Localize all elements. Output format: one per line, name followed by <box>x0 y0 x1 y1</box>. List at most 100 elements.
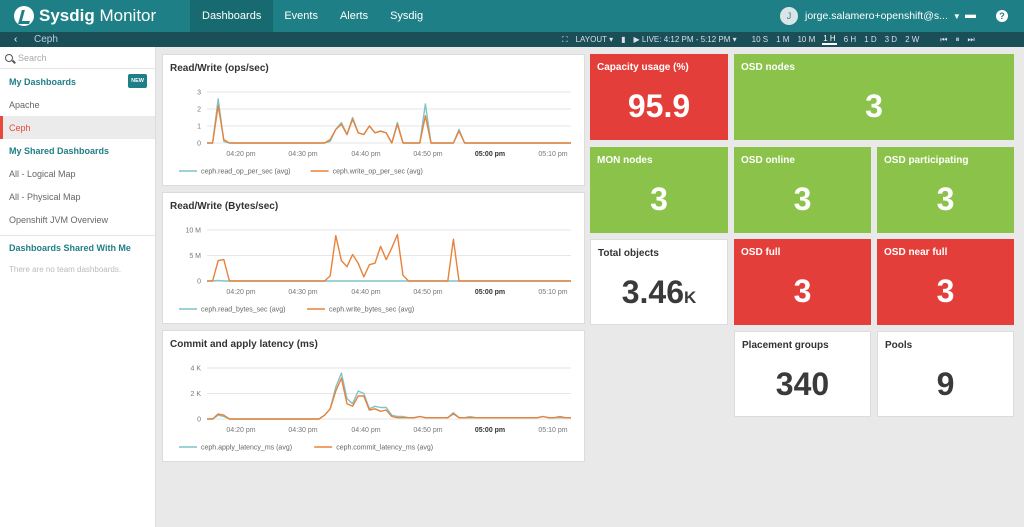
tile-title: OSD nodes <box>741 62 795 73</box>
y-tick-label: 4 K <box>190 366 201 373</box>
sidebar-item-apache[interactable]: Apache <box>9 99 40 110</box>
main-nav: Dashboards Events Alerts Sysdig <box>190 0 434 32</box>
tile-osd-full[interactable]: OSD full 3 <box>734 239 871 325</box>
sidebar-item-ceph[interactable]: Ceph <box>0 116 155 139</box>
chart-title: Commit and apply latency (ms) <box>170 339 318 350</box>
tile-value: 3 <box>793 181 812 217</box>
nav-events[interactable]: Events <box>284 10 318 22</box>
legend-entry: ceph.read_op_per_sec (avg) <box>201 169 291 176</box>
tile-value: 3 <box>650 181 668 217</box>
avatar: J <box>780 7 798 25</box>
nav-sysdig[interactable]: Sysdig <box>390 10 424 22</box>
tile-title: OSD near full <box>884 247 948 258</box>
y-tick-label: 3 <box>197 90 201 97</box>
chart-panel-ops[interactable]: Read/Write (ops/sec) 0 1 2 3 04:20 pm 04:30 p… <box>162 54 585 186</box>
search-icon <box>5 53 13 62</box>
range-1h[interactable]: 1 H <box>822 34 837 45</box>
x-tick-label: 04:20 pm <box>226 289 255 296</box>
tile-placement-groups[interactable]: Placement groups 340 <box>734 331 871 417</box>
skip-back-icon[interactable]: ⏮ <box>940 34 948 44</box>
team-dashboards-empty: There are no team dashboards. <box>9 264 122 274</box>
ops-chart: 0 1 2 3 04:20 pm 04:30 pm 04:40 pm 04:50 pm 05:0… <box>179 90 571 176</box>
x-tick-label: 04:50 pm <box>413 289 442 296</box>
tile-value: 3.46K <box>591 274 727 311</box>
tile-osd-participating[interactable]: OSD participating 3 <box>877 147 1014 233</box>
user-menu[interactable]: J jorge.salamero+openshift@s... ▼ <box>780 0 961 32</box>
series-line-1 <box>207 233 571 282</box>
skip-forward-icon[interactable]: ⏭ <box>967 34 975 44</box>
x-tick-label: 05:00 pm <box>475 151 505 158</box>
chart-panel-latency[interactable]: Commit and apply latency (ms) 0 2 K 4 K 04:… <box>162 330 585 462</box>
search-input[interactable]: Search <box>0 47 155 69</box>
legend-entry: ceph.apply_latency_ms (avg) <box>201 445 292 452</box>
tile-value-number: 3.46 <box>621 274 684 310</box>
tile-total-objects[interactable]: Total objects 3.46K <box>590 239 728 325</box>
notifications-icon[interactable]: ▬ <box>965 9 976 21</box>
x-tick-label: 05:10 pm <box>538 289 567 296</box>
x-tick-label: 04:50 pm <box>413 427 442 434</box>
brand-subname: Monitor <box>94 6 157 25</box>
tile-title: Pools <box>885 340 913 351</box>
y-tick-label: 0 <box>197 141 201 148</box>
tile-title: OSD online <box>741 155 795 166</box>
chart-title: Read/Write (ops/sec) <box>170 63 269 74</box>
search-placeholder: Search <box>18 52 47 63</box>
my-dashboards-label: My Dashboards <box>9 76 77 87</box>
tile-title: OSD participating <box>884 155 969 166</box>
tile-value: 340 <box>775 366 830 402</box>
tile-osd-near-full[interactable]: OSD near full 3 <box>877 239 1014 325</box>
tile-osd-nodes[interactable]: OSD nodes 3 <box>734 54 1014 140</box>
nav-alerts[interactable]: Alerts <box>339 10 369 22</box>
help-icon[interactable]: ? <box>996 10 1008 22</box>
x-tick-label: 04:50 pm <box>413 151 442 158</box>
sysdig-logo[interactable]: Sysdig Monitor <box>0 6 190 26</box>
brand-name: Sysdig <box>39 6 95 25</box>
x-tick-label: 05:00 pm <box>475 427 505 434</box>
x-tick-label: 04:40 pm <box>351 427 380 434</box>
x-tick-label: 05:00 pm <box>475 289 505 296</box>
pause-icon[interactable]: ⏸ <box>955 34 960 44</box>
tile-osd-online[interactable]: OSD online 3 <box>734 147 871 233</box>
comment-icon[interactable]: ▮ <box>621 35 626 44</box>
tile-mon-nodes[interactable]: MON nodes 3 <box>590 147 728 233</box>
range-2w[interactable]: 2 W <box>905 35 920 44</box>
range-1d[interactable]: 1 D <box>864 35 877 44</box>
range-10s[interactable]: 10 S <box>751 35 769 44</box>
tile-pools[interactable]: Pools 9 <box>877 331 1014 417</box>
series-line-0 <box>207 372 571 420</box>
chart-title: Read/Write (Bytes/sec) <box>170 201 279 212</box>
x-tick-label: 05:10 pm <box>538 151 567 158</box>
my-dashboards-heading: My Dashboards NEW <box>0 70 155 93</box>
sidebar-divider <box>0 235 155 236</box>
chevron-down-icon: ▼ <box>952 11 961 21</box>
range-1m[interactable]: 1 M <box>776 35 790 44</box>
fullscreen-icon[interactable]: ⛶ <box>562 34 568 44</box>
x-tick-label: 04:40 pm <box>351 289 380 296</box>
sidebar-item-jvm-overview[interactable]: Openshift JVM Overview <box>9 214 109 225</box>
range-6h[interactable]: 6 H <box>843 35 857 44</box>
y-tick-label: 2 K <box>190 391 201 398</box>
bytes-chart: 0 5 M 10 M 04:20 pm 04:30 pm 04:40 pm 04:50 pm… <box>179 228 571 314</box>
tile-value: 3 <box>936 181 955 217</box>
legend-entry: ceph.write_bytes_sec (avg) <box>329 307 414 314</box>
breadcrumb: Ceph <box>34 34 58 45</box>
sidebar-item-physical-map[interactable]: All - Physical Map <box>9 191 81 202</box>
legend-entry: ceph.read_bytes_sec (avg) <box>201 307 285 314</box>
series-line-1 <box>207 104 571 144</box>
tile-title: Capacity usage (%) <box>597 62 689 73</box>
new-dashboard-button[interactable]: NEW <box>128 74 147 88</box>
tile-value-unit: K <box>684 288 697 307</box>
nav-dashboards[interactable]: Dashboards <box>190 0 274 32</box>
tile-capacity-usage[interactable]: Capacity usage (%) 95.9 <box>590 54 728 140</box>
y-tick-label: 1 <box>197 124 201 131</box>
tile-value: 3 <box>936 273 955 309</box>
tile-value: 9 <box>936 366 955 402</box>
range-3d[interactable]: 3 D <box>884 35 898 44</box>
back-icon[interactable]: ‹ <box>14 34 18 45</box>
range-10m[interactable]: 10 M <box>797 35 816 44</box>
sysdig-logo-icon <box>14 6 34 26</box>
live-time-selector[interactable]: ▶ LIVE: 4:12 PM - 5:12 PM ▾ <box>633 35 737 44</box>
layout-menu[interactable]: LAYOUT ▾ <box>575 35 614 44</box>
sidebar-item-logical-map[interactable]: All - Logical Map <box>9 168 76 179</box>
